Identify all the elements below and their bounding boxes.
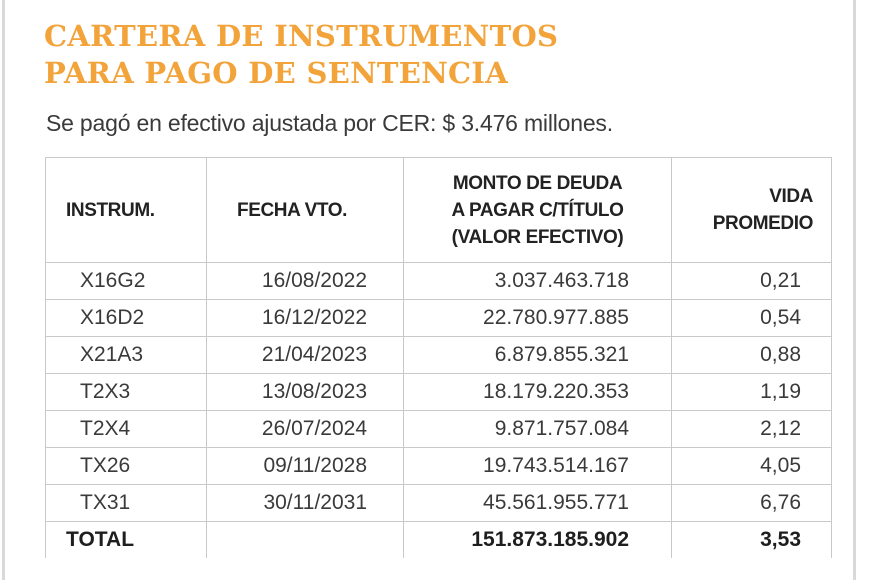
table-row: X21A3 21/04/2023 6.879.855.321 0,88	[45, 336, 832, 374]
total-maturity	[206, 521, 404, 558]
header-amount-line-2: A PAGAR C/TÍTULO	[451, 199, 624, 221]
table-row: T2X4 26/07/2024 9.871.757.084 2,12	[45, 410, 832, 448]
cell-avg-life: 2,12	[671, 410, 832, 448]
table-row: TX31 30/11/2031 45.561.955.771 6,76	[45, 484, 832, 522]
page-title: CARTERA DE INSTRUMENTOS PARA PAGO DE SEN…	[44, 18, 558, 92]
header-avg-life-line-2: PROMEDIO	[712, 213, 814, 234]
header-amount: MONTO DE DEUDA A PAGAR C/TÍTULO (VALOR E…	[403, 157, 672, 263]
table-row: TX26 09/11/2028 19.743.514.167 4,05	[45, 447, 832, 485]
cell-instrument: X16D2	[45, 299, 207, 337]
header-maturity: FECHA VTO.	[206, 157, 404, 263]
cell-instrument: TX26	[45, 447, 207, 485]
cell-maturity: 26/07/2024	[206, 410, 404, 448]
frame-right-border	[853, 0, 856, 580]
cell-avg-life: 6,76	[671, 484, 832, 522]
header-amount-line-3: (VALOR EFECTIVO)	[451, 226, 624, 248]
total-avg-life: 3,53	[671, 521, 832, 558]
cell-maturity: 21/04/2023	[206, 336, 404, 374]
total-label: TOTAL	[45, 521, 207, 558]
cell-instrument: TX31	[45, 484, 207, 522]
cell-instrument: T2X3	[45, 373, 207, 411]
frame-left-border	[2, 0, 5, 580]
cell-avg-life: 0,21	[671, 262, 832, 300]
cell-avg-life: 0,54	[671, 299, 832, 337]
cell-maturity: 13/08/2023	[206, 373, 404, 411]
table-row: X16D2 16/12/2022 22.780.977.885 0,54	[45, 299, 832, 337]
cell-amount: 19.743.514.167	[403, 447, 672, 485]
cell-amount: 3.037.463.718	[403, 262, 672, 300]
header-avg-life: VIDA PROMEDIO	[671, 157, 832, 263]
cell-maturity: 16/12/2022	[206, 299, 404, 337]
cell-amount: 22.780.977.885	[403, 299, 672, 337]
title-line-2: PARA PAGO DE SENTENCIA	[44, 56, 509, 90]
cell-instrument: X21A3	[45, 336, 207, 374]
instruments-table: INSTRUM. FECHA VTO. MONTO DE DEUDA A PAG…	[45, 157, 832, 558]
cell-maturity: 16/08/2022	[206, 262, 404, 300]
header-amount-line-1: MONTO DE DEUDA	[452, 172, 623, 194]
cell-amount: 9.871.757.084	[403, 410, 672, 448]
cell-avg-life: 4,05	[671, 447, 832, 485]
header-instrument: INSTRUM.	[45, 157, 207, 263]
cell-amount: 18.179.220.353	[403, 373, 672, 411]
cell-instrument: T2X4	[45, 410, 207, 448]
cell-avg-life: 0,88	[671, 336, 832, 374]
cell-amount: 45.561.955.771	[403, 484, 672, 522]
total-amount: 151.873.185.902	[403, 521, 672, 558]
title-line-1: CARTERA DE INSTRUMENTOS	[44, 19, 559, 53]
table-header-row: INSTRUM. FECHA VTO. MONTO DE DEUDA A PAG…	[45, 157, 832, 263]
cell-avg-life: 1,19	[671, 373, 832, 411]
table-row: T2X3 13/08/2023 18.179.220.353 1,19	[45, 373, 832, 411]
header-avg-life-line-1: VIDA	[769, 186, 813, 207]
cell-maturity: 30/11/2031	[206, 484, 404, 522]
total-row: TOTAL 151.873.185.902 3,53	[45, 521, 832, 558]
cell-amount: 6.879.855.321	[403, 336, 672, 374]
cell-instrument: X16G2	[45, 262, 207, 300]
cell-maturity: 09/11/2028	[206, 447, 404, 485]
subtitle: Se pagó en efectivo ajustada por CER: $ …	[46, 110, 613, 136]
table-row: X16G2 16/08/2022 3.037.463.718 0,21	[45, 262, 832, 300]
